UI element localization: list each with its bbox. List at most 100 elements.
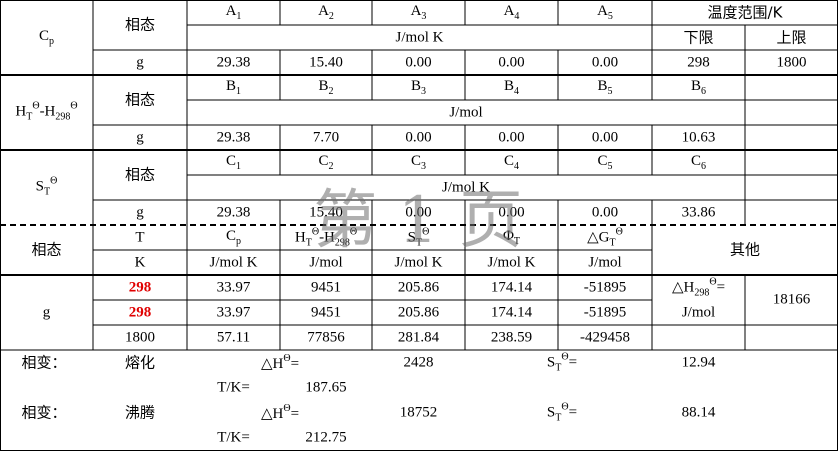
text: 相态 bbox=[124, 165, 156, 184]
text: 33.97 bbox=[216, 279, 251, 296]
cell: J/mol bbox=[588, 255, 621, 271]
text: = bbox=[290, 406, 300, 422]
text: -H bbox=[39, 103, 56, 120]
sub: T bbox=[305, 237, 312, 249]
sub: 4 bbox=[514, 161, 520, 172]
sub: 1 bbox=[236, 86, 242, 97]
text: 下限 bbox=[683, 28, 714, 47]
cell: 57.11 bbox=[216, 329, 251, 346]
text: 0.00 bbox=[405, 129, 432, 146]
text: 7.70 bbox=[312, 129, 340, 146]
text: A bbox=[225, 3, 237, 19]
cell: -429458 bbox=[580, 330, 630, 346]
cell: Cp bbox=[226, 229, 241, 247]
cell: 174.14 bbox=[491, 280, 532, 296]
text: 205.86 bbox=[397, 279, 440, 296]
cell: B4 bbox=[504, 79, 519, 97]
cell: △H298Θ= bbox=[672, 276, 725, 299]
text: 298 bbox=[128, 279, 152, 296]
text: 238.59 bbox=[490, 329, 533, 346]
sub: 298 bbox=[694, 287, 710, 299]
sub: 2 bbox=[328, 86, 334, 97]
text: 12.94 bbox=[681, 354, 716, 371]
cell: 0.00 bbox=[405, 129, 432, 146]
text: H bbox=[15, 103, 27, 120]
text: 相变： bbox=[21, 403, 67, 422]
text: 上限 bbox=[776, 28, 807, 47]
cell: 相态 bbox=[124, 165, 156, 184]
cell: 相态 bbox=[125, 17, 155, 33]
text: 18166 bbox=[772, 291, 811, 308]
text: J/mol bbox=[449, 104, 483, 121]
sub: T bbox=[513, 236, 521, 247]
cell: 18166 bbox=[772, 291, 811, 308]
text: 相态 bbox=[124, 90, 156, 109]
text: 174.14 bbox=[490, 304, 533, 321]
text: J/mol bbox=[309, 254, 343, 271]
text: = bbox=[568, 404, 578, 421]
text: g bbox=[42, 304, 51, 321]
sup: Θ bbox=[422, 226, 430, 238]
sub: 2 bbox=[328, 161, 334, 172]
cell: STΘ bbox=[408, 226, 430, 249]
cell: -51895 bbox=[584, 280, 627, 296]
cell: -51895 bbox=[584, 305, 627, 321]
text: B bbox=[410, 78, 422, 94]
sub: 6 bbox=[701, 86, 707, 97]
cell: J/mol K bbox=[396, 30, 444, 46]
text: 相变： bbox=[21, 353, 67, 372]
cell: 温度范围/K bbox=[708, 5, 783, 21]
sub: 298 bbox=[334, 237, 350, 249]
cell: 298 bbox=[128, 304, 152, 321]
cell: 205.86 bbox=[397, 279, 440, 296]
text: 1800 bbox=[125, 329, 155, 346]
text: = bbox=[290, 356, 300, 372]
text: C bbox=[318, 153, 329, 169]
cell: 0.00 bbox=[498, 130, 524, 146]
text: 57.11 bbox=[216, 329, 251, 346]
text: J/mol K bbox=[209, 254, 258, 271]
cell: HTΘ-H298Θ bbox=[15, 101, 77, 123]
cell: HTΘ-H298Θ bbox=[295, 227, 357, 249]
cell: A3 bbox=[411, 4, 427, 22]
cell: △HΘ= bbox=[261, 354, 299, 372]
cell: B1 bbox=[226, 79, 241, 97]
cell: 187.65 bbox=[305, 380, 346, 396]
cell: 2428 bbox=[404, 355, 434, 371]
cell: T/K= bbox=[217, 430, 250, 446]
cell: C6 bbox=[691, 154, 706, 172]
text: C bbox=[690, 153, 702, 169]
cell: K bbox=[134, 254, 146, 271]
cell: T/K= bbox=[217, 380, 250, 396]
text: 77856 bbox=[307, 329, 345, 346]
text: 15.40 bbox=[309, 54, 343, 71]
text: 10.63 bbox=[681, 129, 716, 146]
sup: Θ bbox=[709, 276, 717, 288]
cell: △GTΘ bbox=[587, 226, 623, 249]
cell: A2 bbox=[318, 4, 334, 22]
text: C bbox=[597, 153, 608, 169]
text: 298 bbox=[128, 304, 152, 321]
cell: C2 bbox=[318, 154, 333, 172]
sub: 1 bbox=[236, 161, 242, 172]
text: g bbox=[136, 204, 144, 221]
cell: g bbox=[42, 304, 51, 321]
sup: Θ bbox=[615, 226, 623, 238]
cell: STΘ= bbox=[547, 401, 578, 424]
cell: 15.40 bbox=[309, 205, 343, 221]
text: K bbox=[134, 254, 146, 271]
text: 1800 bbox=[776, 54, 807, 71]
sub: 1 bbox=[236, 11, 242, 22]
cell: 88.14 bbox=[682, 405, 716, 421]
cell: T bbox=[135, 230, 144, 246]
cell: △HΘ= bbox=[261, 404, 299, 422]
cell: 7.70 bbox=[312, 129, 340, 146]
cell: 174.14 bbox=[490, 304, 533, 321]
text: C bbox=[410, 153, 422, 169]
sup: Θ bbox=[561, 401, 569, 413]
text: B bbox=[318, 78, 329, 94]
text: 熔化 bbox=[124, 353, 156, 372]
text: 298 bbox=[687, 54, 710, 71]
text: 0.00 bbox=[498, 204, 525, 221]
text: -H bbox=[319, 229, 335, 246]
